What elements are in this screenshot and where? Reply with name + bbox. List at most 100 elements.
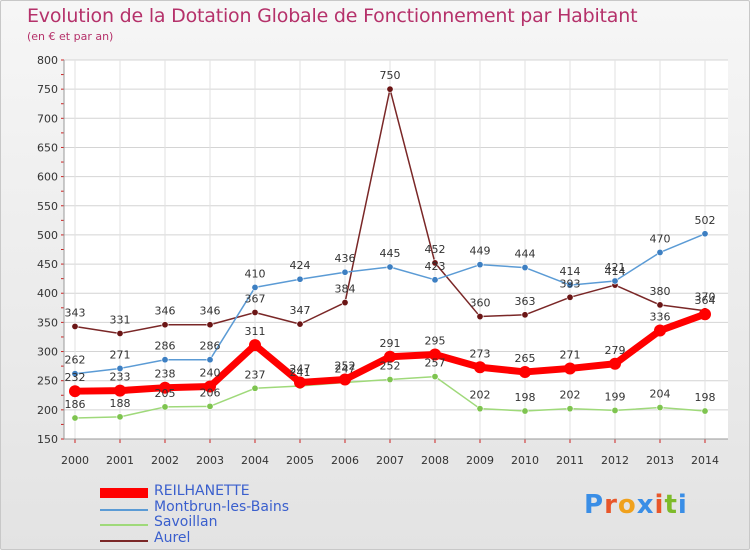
data-label-savoillan: 198 [695, 391, 716, 404]
y-tick-label: 650 [37, 141, 58, 154]
data-label-reilhanette: 295 [425, 334, 446, 347]
data-label-aurel: 452 [425, 243, 446, 256]
y-tick-label: 400 [37, 287, 58, 300]
data-label-savoillan: 205 [155, 387, 176, 400]
x-tick-label: 2004 [241, 454, 269, 467]
data-label-montbrun-les-bains: 262 [65, 354, 86, 367]
data-label-savoillan: 237 [245, 368, 266, 381]
y-tick-label: 300 [37, 346, 58, 359]
data-point-montbrun-les-bains [206, 356, 214, 364]
data-label-reilhanette: 238 [155, 368, 176, 381]
data-label-savoillan: 252 [380, 360, 401, 373]
data-label-aurel: 393 [560, 277, 581, 290]
data-label-reilhanette: 232 [65, 371, 86, 384]
data-label-aurel: 414 [605, 265, 626, 278]
data-point-savoillan [161, 403, 169, 411]
data-point-montbrun-les-bains [611, 277, 619, 285]
data-label-aurel: 347 [290, 304, 311, 317]
data-label-montbrun-les-bains: 286 [155, 340, 176, 353]
data-label-montbrun-les-bains: 470 [650, 232, 671, 245]
data-label-savoillan: 188 [110, 397, 131, 410]
data-label-montbrun-les-bains: 436 [335, 252, 356, 265]
data-label-reilhanette: 247 [290, 362, 311, 375]
x-tick-label: 2005 [286, 454, 314, 467]
x-tick-label: 2010 [511, 454, 539, 467]
data-label-aurel: 370 [695, 291, 716, 304]
x-tick-label: 2006 [331, 454, 359, 467]
data-point-aurel [566, 293, 574, 301]
legend-label: Savoillan [154, 514, 218, 530]
data-point-montbrun-les-bains [161, 356, 169, 364]
data-point-reilhanette [654, 324, 666, 337]
data-point-savoillan [386, 376, 394, 384]
data-label-reilhanette: 265 [515, 352, 536, 365]
data-point-reilhanette [429, 348, 441, 361]
data-label-aurel: 343 [65, 306, 86, 319]
data-label-reilhanette: 336 [650, 311, 671, 324]
data-label-montbrun-les-bains: 271 [110, 348, 131, 361]
data-point-aurel [341, 299, 349, 307]
proxiti-logo: Proxiti [584, 490, 688, 520]
data-point-montbrun-les-bains [116, 364, 124, 372]
data-label-montbrun-les-bains: 410 [245, 267, 266, 280]
logo-letter: o [617, 490, 637, 520]
data-label-savoillan: 202 [470, 389, 491, 402]
y-tick-label: 800 [37, 54, 58, 67]
data-point-montbrun-les-bains [251, 283, 259, 291]
data-label-montbrun-les-bains: 414 [560, 265, 581, 278]
legend-swatch [100, 539, 148, 542]
data-label-montbrun-les-bains: 449 [470, 245, 491, 258]
logo-letter: P [584, 490, 605, 520]
x-tick-label: 2007 [376, 454, 404, 467]
data-point-aurel [476, 313, 484, 321]
data-point-montbrun-les-bains [341, 268, 349, 276]
data-label-aurel: 346 [155, 305, 176, 318]
legend-label: Aurel [154, 529, 191, 546]
data-point-reilhanette [384, 350, 396, 363]
data-point-montbrun-les-bains [701, 230, 709, 238]
data-label-savoillan: 206 [200, 386, 221, 399]
data-label-reilhanette: 233 [110, 371, 131, 384]
data-label-montbrun-les-bains: 445 [380, 247, 401, 260]
data-label-montbrun-les-bains: 423 [425, 260, 446, 273]
y-tick-label: 250 [37, 375, 58, 388]
data-point-savoillan [611, 406, 619, 414]
data-label-savoillan: 241 [290, 366, 311, 379]
x-tick-label: 2002 [151, 454, 179, 467]
logo-letter: x [636, 490, 655, 520]
x-tick-label: 2013 [646, 454, 674, 467]
data-label-aurel: 750 [380, 69, 401, 82]
data-label-aurel: 346 [200, 305, 221, 318]
data-label-montbrun-les-bains: 444 [515, 248, 536, 261]
data-point-reilhanette [474, 361, 486, 374]
data-label-montbrun-les-bains: 286 [200, 340, 221, 353]
legend-label: Montbrun-les-Bains [154, 498, 290, 515]
data-point-reilhanette [294, 376, 306, 389]
data-point-montbrun-les-bains [656, 248, 664, 256]
data-point-savoillan [521, 407, 529, 415]
data-label-reilhanette: 291 [380, 337, 401, 350]
data-point-aurel [296, 320, 304, 328]
data-label-montbrun-les-bains: 424 [290, 259, 311, 272]
data-point-reilhanette [699, 308, 711, 321]
logo-letter: t [664, 490, 678, 520]
y-tick-label: 550 [37, 200, 58, 213]
data-label-savoillan: 247 [335, 362, 356, 375]
y-tick-label: 200 [37, 404, 58, 417]
x-tick-label: 2012 [601, 454, 629, 467]
data-label-aurel: 384 [335, 283, 356, 296]
data-label-savoillan: 202 [560, 389, 581, 402]
x-tick-label: 2000 [61, 454, 89, 467]
data-point-savoillan [431, 373, 439, 381]
data-label-savoillan: 257 [425, 357, 446, 370]
x-tick-label: 2009 [466, 454, 494, 467]
data-point-reilhanette [519, 365, 531, 378]
data-point-montbrun-les-bains [296, 275, 304, 283]
data-point-montbrun-les-bains [521, 264, 529, 272]
x-tick-label: 2001 [106, 454, 134, 467]
data-label-reilhanette: 252 [335, 360, 356, 373]
data-point-savoillan [71, 414, 79, 422]
data-point-aurel [656, 301, 664, 309]
data-label-reilhanette: 279 [605, 344, 626, 357]
